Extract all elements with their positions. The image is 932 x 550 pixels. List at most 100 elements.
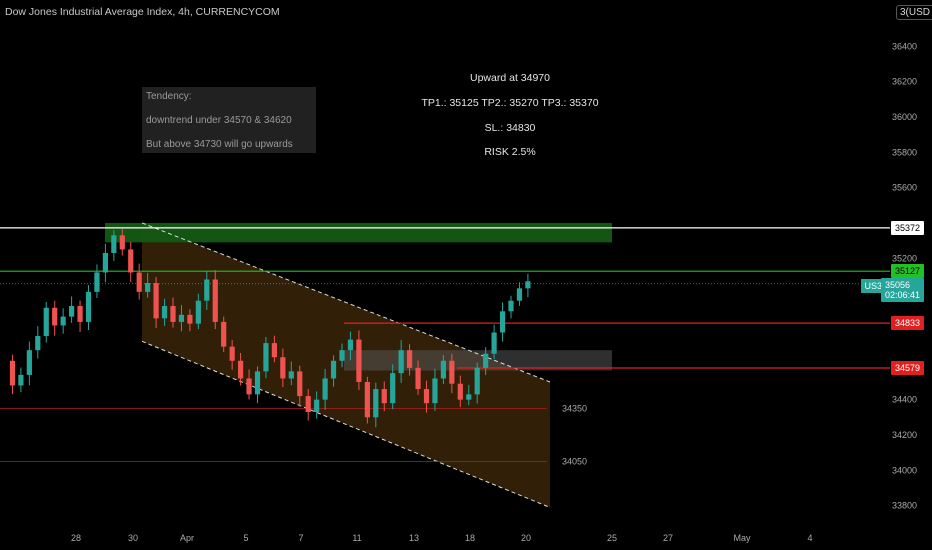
level-label-34050: 34050 (562, 456, 587, 466)
candle-body (195, 300, 201, 324)
current-price-value: 35056 (884, 279, 910, 290)
supply-zone-green[interactable] (105, 222, 612, 243)
candle-body (373, 389, 379, 418)
candle-body (381, 389, 387, 404)
y-tick-label: 34000 (892, 465, 917, 475)
candle-body (525, 281, 531, 289)
candle-body (314, 399, 320, 413)
candle-body (474, 367, 480, 395)
currency-badge[interactable]: 3(USD (896, 5, 932, 20)
y-tick-label: 35800 (892, 147, 917, 157)
x-tick-label: 30 (128, 533, 138, 543)
candle-body (153, 283, 159, 319)
candle-body (187, 314, 193, 324)
candle-body (136, 272, 142, 292)
candle-body (263, 343, 269, 372)
candle-body (102, 252, 108, 273)
note-line-2: downtrend under 34570 & 34620 (146, 115, 292, 126)
candle-body (280, 357, 286, 379)
candle-body (221, 321, 227, 347)
y-tick-label: 35200 (892, 253, 917, 263)
y-tick-label: 35600 (892, 183, 917, 193)
channel-upper-line[interactable] (141, 222, 551, 383)
candle-body (77, 305, 83, 322)
x-tick-label: 7 (298, 533, 303, 543)
horizontal-levels[interactable] (0, 227, 890, 462)
candle-body (238, 360, 244, 379)
candle-body (390, 373, 396, 404)
y-tick-label: 34200 (892, 430, 917, 440)
y-axis-labels: 33800 34000 34200 34400 35200 35600 35800 36000… (892, 41, 917, 510)
candle-body (204, 279, 210, 301)
price-tag-35372: 35372 (890, 220, 924, 235)
price-tag-34833: 34833 (890, 316, 924, 331)
channel-lower-line[interactable] (141, 340, 551, 508)
candle-body (466, 394, 472, 400)
candle-body (52, 307, 58, 326)
candle-body (60, 316, 66, 326)
candle-body (128, 249, 134, 273)
candles (9, 228, 531, 428)
candle-body (271, 343, 277, 358)
candle-body (330, 360, 337, 379)
price-tag-35127: 35127 (890, 264, 924, 279)
candle-body (161, 305, 168, 319)
plan-line-1: Upward at 34970 (470, 72, 550, 84)
x-tick-label: 5 (243, 533, 248, 543)
chart-title: Dow Jones Industrial Average Index, 4h, … (5, 6, 280, 18)
plan-line-3: SL.: 34830 (484, 122, 536, 134)
candle-body (288, 371, 294, 379)
candle-body (246, 378, 252, 395)
candle-body (415, 367, 421, 390)
candle-body (356, 339, 362, 382)
note-line-3: But above 34730 will go upwards (146, 139, 293, 150)
candle-body (440, 360, 446, 379)
candle-body (297, 371, 303, 397)
candle-body (398, 350, 404, 374)
candle-body (9, 360, 16, 386)
x-tick-label: 20 (521, 533, 531, 543)
x-tick-label: 27 (663, 533, 673, 543)
candle-body (69, 305, 75, 317)
note-line-1: Tendency: (146, 91, 192, 102)
candle-body (364, 381, 370, 418)
candle-body (85, 291, 92, 322)
x-axis-labels: 28 30 Apr 5 7 11 13 18 20 25 27 May 4 (71, 533, 813, 543)
candle-body (170, 305, 176, 322)
candle-body (347, 339, 354, 351)
candle-body (43, 307, 49, 337)
plan-line-2: TP1.: 35125 TP2.: 35270 TP3.: 35370 (421, 97, 599, 109)
plan-line-4: RISK 2.5% (484, 146, 536, 158)
y-tick-label: 36400 (892, 41, 917, 51)
y-tick-label: 36000 (892, 112, 917, 122)
candle-body (449, 360, 455, 384)
candle-body (457, 383, 463, 400)
candle-body (111, 235, 117, 253)
x-tick-label: May (733, 533, 751, 543)
candle-body (508, 300, 514, 312)
candle-body (491, 332, 497, 354)
x-tick-label: Apr (180, 533, 194, 543)
candle-body (339, 350, 345, 361)
candle-body (212, 279, 218, 322)
level-label-34350: 34350 (562, 403, 587, 413)
candle-body (516, 288, 523, 301)
candle-body (483, 353, 489, 368)
candle-body (423, 389, 430, 404)
currency-partial: 3( (900, 7, 909, 18)
candle-body (145, 283, 151, 292)
candle-body (254, 371, 261, 395)
y-tick-label: 34400 (892, 395, 917, 405)
x-tick-label: 18 (465, 533, 475, 543)
candle-body (26, 350, 32, 375)
x-tick-label: 25 (607, 533, 617, 543)
candle-body (35, 336, 41, 351)
candle-body (499, 311, 506, 333)
tendency-note[interactable]: Tendency: downtrend under 34570 & 34620 … (142, 87, 316, 153)
candle-body (322, 378, 328, 400)
x-tick-label: 11 (352, 533, 361, 543)
x-tick-label: 4 (807, 533, 812, 543)
x-tick-label: 28 (71, 533, 81, 543)
candle-body (305, 396, 311, 413)
